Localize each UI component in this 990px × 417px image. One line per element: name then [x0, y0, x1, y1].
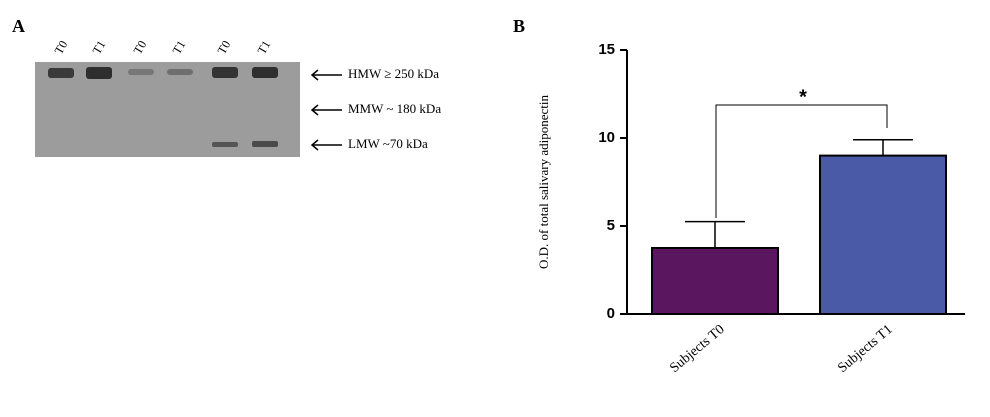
- lane-label: T0: [215, 38, 234, 57]
- panel-label: B: [513, 16, 525, 36]
- bar: [820, 156, 946, 314]
- y-tick-label: 10: [598, 129, 615, 146]
- y-tick-label: 15: [598, 41, 615, 58]
- x-tick-label: Subjects T1: [835, 322, 895, 376]
- x-tick-label: Subjects T0: [667, 322, 727, 376]
- arrows: [312, 70, 342, 150]
- lane-label: T1: [170, 38, 189, 57]
- lane-label: T1: [255, 38, 274, 57]
- figure: A HMW ≥ 250 kDa MMW ~ 180 kDa LMW ~70 kD…: [0, 0, 990, 417]
- y-tick-label: 0: [607, 305, 615, 322]
- panel-label: A: [12, 16, 25, 36]
- significance-label: *: [799, 86, 807, 108]
- lane-label: T0: [52, 38, 71, 57]
- y-tick-label: 5: [607, 217, 615, 234]
- lane-label: T1: [90, 38, 109, 57]
- marker-label: HMW ≥ 250 kDa: [348, 66, 439, 81]
- marker-label: MMW ~ 180 kDa: [348, 101, 441, 116]
- bar: [652, 248, 778, 314]
- lane-label: T0: [131, 38, 150, 57]
- y-axis-title: O.D. of total salivary adiponectin: [536, 94, 551, 269]
- marker-label: LMW ~70 kDa: [348, 136, 428, 151]
- gel: [35, 62, 300, 157]
